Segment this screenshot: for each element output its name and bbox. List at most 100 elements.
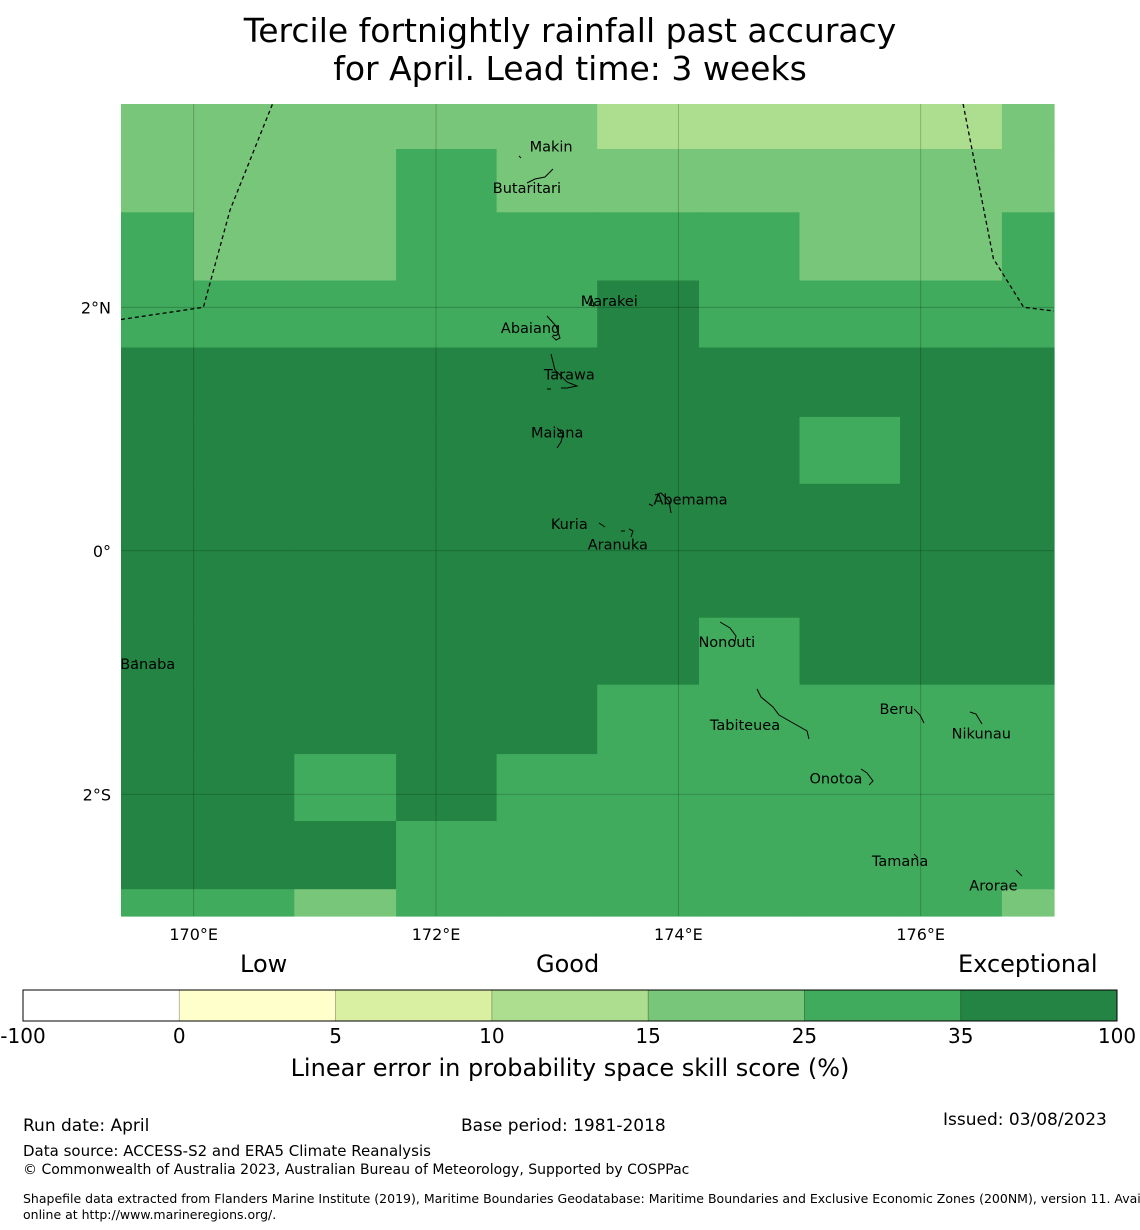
skill-cell xyxy=(1001,416,1055,485)
skill-cell xyxy=(1001,550,1055,619)
chart-title-line1: Tercile fortnightly rainfall past accura… xyxy=(243,11,897,50)
skill-cell xyxy=(1001,617,1055,686)
skill-cell xyxy=(1001,212,1055,282)
skill-cell xyxy=(699,347,801,418)
skill-cell xyxy=(597,104,700,150)
colorbar-title: Linear error in probability space skill … xyxy=(290,1054,850,1082)
lon-tick-label: 174°E xyxy=(654,925,703,944)
category-low-label: Low xyxy=(240,950,288,978)
skill-cell xyxy=(699,280,801,349)
skill-cell xyxy=(799,416,901,485)
category-good-label: Good xyxy=(536,950,600,978)
skill-cell xyxy=(799,212,901,282)
skill-cell xyxy=(597,821,700,890)
lat-tick-label: 2°N xyxy=(81,298,111,317)
skill-cell xyxy=(799,617,901,686)
colorbar-segment xyxy=(960,990,1118,1021)
skill-cell xyxy=(799,280,901,349)
colorbar-segment xyxy=(335,990,493,1021)
skill-cell xyxy=(900,212,1003,282)
skill-cell xyxy=(294,889,397,917)
skill-cell xyxy=(699,684,801,755)
skill-cell xyxy=(121,684,195,755)
skill-cell xyxy=(699,149,801,213)
skill-cell xyxy=(1001,280,1055,349)
island-label: Nonouti xyxy=(698,635,755,651)
colorbar-segment xyxy=(23,990,180,1021)
island-label: Arorae xyxy=(969,879,1017,895)
skill-cell xyxy=(597,212,700,282)
skill-cell xyxy=(193,754,295,822)
island-label: Butaritari xyxy=(493,181,561,197)
skill-cell xyxy=(799,149,901,213)
shapefile-credit-line1: Shapefile data extracted from Flanders M… xyxy=(23,1191,1140,1206)
skill-cell xyxy=(121,889,195,917)
skill-cell xyxy=(121,149,195,213)
skill-cell xyxy=(597,754,700,822)
island-outline xyxy=(550,353,579,389)
skill-cell xyxy=(597,416,700,485)
skill-cell xyxy=(496,416,598,485)
skill-cell xyxy=(799,550,901,619)
skill-cell xyxy=(396,280,498,349)
skill-cell xyxy=(193,280,295,349)
skill-cell xyxy=(193,212,295,282)
skill-cell xyxy=(597,149,700,213)
colorbar-tick-label: 0 xyxy=(172,1024,186,1048)
island-label: Tabiteuea xyxy=(709,718,780,734)
skill-cell xyxy=(597,347,700,418)
data-source: Data source: ACCESS-S2 and ERA5 Climate … xyxy=(23,1142,431,1160)
skill-cell xyxy=(799,754,901,822)
skill-cell xyxy=(799,347,901,418)
skill-cell xyxy=(496,754,598,822)
skill-cell xyxy=(496,280,598,349)
skill-cell xyxy=(294,821,397,890)
skill-cell xyxy=(1001,889,1055,917)
skill-cell xyxy=(1001,104,1055,150)
colorbar-segment xyxy=(648,990,805,1021)
skill-cell xyxy=(396,149,498,213)
island-label: Abaiang xyxy=(501,321,560,337)
skill-cell xyxy=(900,550,1003,619)
skill-cell xyxy=(799,821,901,890)
skill-cell xyxy=(597,280,700,349)
skill-cell xyxy=(396,212,498,282)
lat-tick-label: 0° xyxy=(93,542,111,561)
skill-cell xyxy=(396,104,498,150)
skill-cell xyxy=(193,550,295,619)
island-label: Kuria xyxy=(551,517,588,533)
skill-cell xyxy=(294,550,397,619)
skill-cell xyxy=(193,104,295,150)
colorbar-tick-label: -100 xyxy=(0,1024,46,1048)
colorbar-tick-label: 5 xyxy=(329,1024,342,1048)
skill-cell xyxy=(799,104,901,150)
skill-cell xyxy=(900,889,1003,917)
skill-cell xyxy=(799,684,901,755)
island-outline xyxy=(913,853,919,859)
skill-cell xyxy=(396,483,498,552)
skill-cell xyxy=(193,821,295,890)
island-outline xyxy=(860,768,874,786)
island-outline xyxy=(648,503,654,507)
issued-date: Issued: 03/08/2023 xyxy=(943,1110,1107,1130)
skill-cell xyxy=(1001,483,1055,552)
skill-cell xyxy=(396,416,498,485)
skill-cell xyxy=(496,889,598,917)
island-outline xyxy=(756,688,810,740)
skill-cell xyxy=(799,483,901,552)
skill-cell xyxy=(396,754,498,822)
skill-cell xyxy=(900,416,1003,485)
skill-cell xyxy=(294,104,397,150)
skill-cell xyxy=(699,416,801,485)
island-label: Maiana xyxy=(531,426,583,442)
island-outline xyxy=(526,168,554,184)
skill-cell xyxy=(193,347,295,418)
island-label: Onotoa xyxy=(809,771,862,787)
skill-cell xyxy=(294,617,397,686)
island-label: Banaba xyxy=(120,657,175,673)
skill-cell xyxy=(294,212,397,282)
skill-cell xyxy=(597,889,700,917)
skill-cell xyxy=(496,212,598,282)
skill-cell xyxy=(294,416,397,485)
